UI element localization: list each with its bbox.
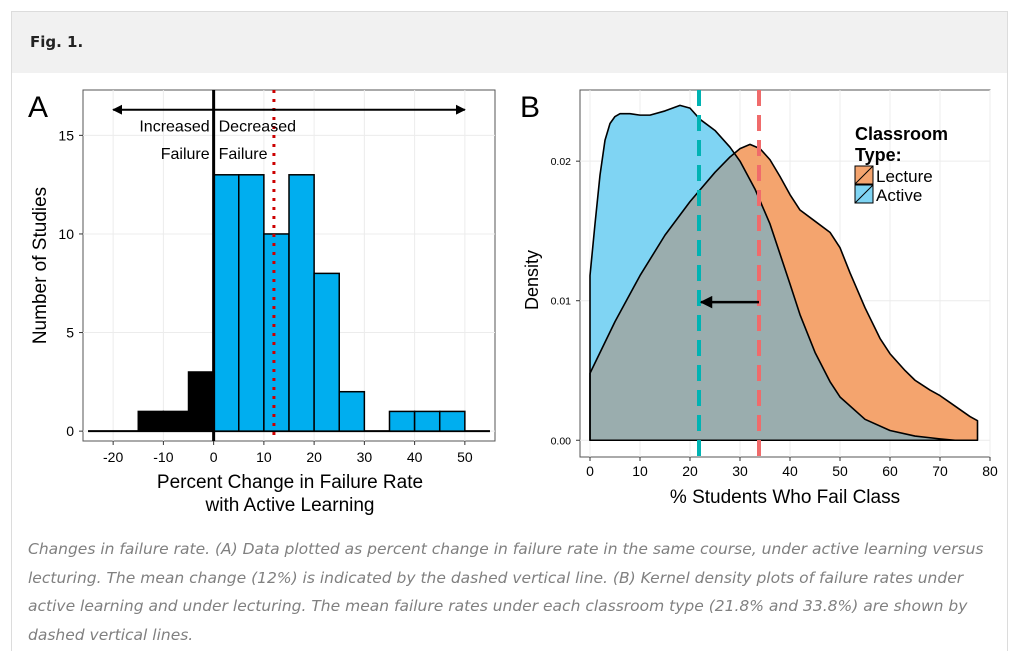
annotation-decreased-failure: Failure [219,146,268,163]
panel-b-x-tick-label: 60 [882,463,898,479]
panel-b-x-tick-label: 70 [932,463,948,479]
panel-b-x-tick-label: 30 [732,463,748,479]
histogram-bar [137,410,165,432]
density-outline-lecture [589,143,979,442]
panel-b-y-label: Density [522,250,542,310]
figure-label: Fig. 1. [30,33,84,51]
legend-title: Type: [855,145,902,165]
histogram-bar [288,174,315,432]
density-outline-active [589,104,956,442]
panel-a-x-tick-label: 20 [306,449,322,465]
histogram-bar [413,410,441,432]
panel-b-y-tick-label: 0.01 [551,296,572,308]
legend-label-active: Active [876,186,922,205]
histogram-bar [388,410,416,432]
legend-title: Classroom [855,124,948,144]
panel-b-x-tick-label: 10 [632,463,648,479]
panel-b-y-tick-label: 0.02 [551,156,572,168]
panel-a-x-label: Percent Change in Failure Rate [157,472,423,493]
panel-b-x-label: % Students Who Fail Class [670,487,900,508]
panel-b-letter: B [520,91,540,124]
panel-a-x-tick-label: 40 [407,449,423,465]
histogram-bar [212,174,240,432]
panel-b-x-tick-label: 50 [832,463,848,479]
histogram-bar [238,174,265,432]
figure-caption: Changes in failure rate. (A) Data plotte… [28,540,984,644]
panel-a-y-tick-label: 0 [66,423,74,439]
panel-a-y-tick-label: 5 [66,325,74,341]
panel-a-x-tick-label: 30 [357,449,373,465]
annotation-increased-failure: Increased [139,118,209,135]
panel-b-y-tick-label: 0.00 [551,435,572,447]
histogram-bar [187,371,215,432]
panel-a-x-tick-label: -10 [153,449,173,465]
panel-a-x-tick-label: 50 [457,449,473,465]
panel-a-y-tick-label: 10 [58,226,74,242]
panel-a-x-tick-label: -20 [103,449,123,465]
panel-b-x-tick-label: 20 [682,463,698,479]
panel-a-y-tick-label: 15 [58,127,74,143]
histogram-bar [438,410,466,432]
panel-a-letter: A [28,91,48,124]
histogram-bar [338,390,366,432]
annotation-increased-failure: Failure [161,146,210,163]
panel-a-y-label: Number of Studies [30,187,51,344]
figure-header: Fig. 1. [12,12,1007,73]
panel-a-x-tick-label: 0 [210,449,218,465]
legend-swatch-slash [854,165,874,185]
panel-a-x-tick-label: 10 [256,449,272,465]
legend-swatch-slash [854,184,874,204]
panel-b-x-tick-label: 0 [586,463,594,479]
histogram-bar [263,233,290,432]
annotation-decreased-failure: Decreased [219,118,296,135]
legend-label-lecture: Lecture [876,167,933,186]
panel-b-x-tick-label: 80 [982,463,998,479]
panel-a-x-label: with Active Learning [205,495,375,516]
histogram-bar [162,410,190,432]
histogram-bar [313,272,340,432]
panel-b-x-tick-label: 40 [782,463,798,479]
